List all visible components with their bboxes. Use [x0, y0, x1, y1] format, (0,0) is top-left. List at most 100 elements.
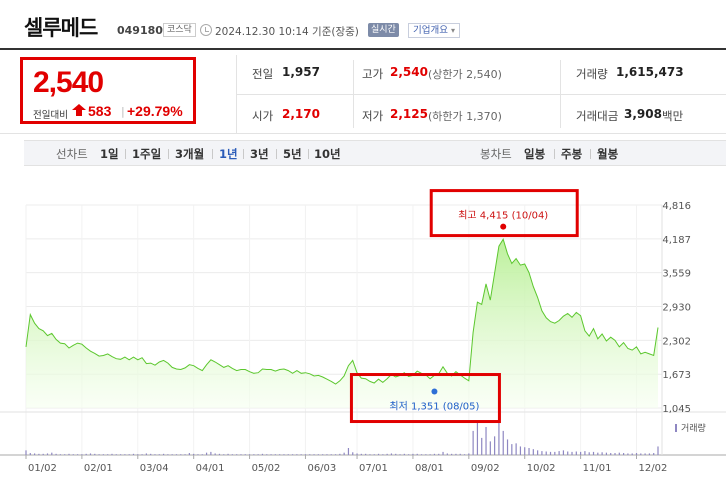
tab-period-10y[interactable]: 10년 — [314, 147, 341, 161]
x-tick-label: 01/02 — [28, 463, 57, 474]
volume-bar — [141, 454, 143, 455]
high-label: 고가 — [362, 67, 384, 81]
realtime-button[interactable]: 실시간 — [368, 23, 399, 37]
chevron-down-icon: ▾ — [451, 26, 456, 35]
quote-timestamp: 2024.12.30 10:14 기준(장중) — [215, 26, 359, 38]
volume-bar — [386, 453, 388, 455]
y-axis-labels: 4,816 4,187 3,559 2,930 2,302 1,673 1,045 — [662, 201, 691, 415]
volume-bar — [408, 454, 410, 455]
chart-annotations: 최고 4,415 (10/04) 최저 1,351 (08/05) — [349, 189, 579, 424]
volume-legend-label: 거래량 — [681, 422, 706, 434]
change-amount: 583 — [88, 103, 112, 119]
volume-bar — [261, 453, 264, 455]
price-area-fill — [26, 239, 658, 408]
volume-bar — [223, 454, 225, 455]
toolbar-divider — [554, 149, 555, 159]
volume-bar — [270, 454, 272, 455]
volume-bar — [33, 453, 36, 455]
tab-period-1w[interactable]: 1주일 — [132, 147, 162, 161]
up-arrow-icon — [72, 104, 86, 116]
volume-bar — [373, 454, 375, 455]
volume-bar — [300, 454, 302, 455]
volume-bar — [463, 454, 466, 455]
amount-value: 3,908 — [624, 107, 662, 121]
volume-bar — [287, 454, 289, 455]
amount-unit: 백만 — [662, 109, 684, 123]
volume-bar — [584, 451, 586, 455]
prev-close-value: 1,957 — [282, 65, 320, 79]
volume-bar — [438, 453, 440, 455]
volume-bar — [38, 453, 40, 455]
volume-bar — [81, 454, 83, 455]
tab-candle-daily[interactable]: 일봉 — [524, 147, 546, 161]
volume-bar — [575, 451, 577, 455]
volume-bar — [51, 452, 53, 455]
volume-bar — [291, 454, 294, 455]
volume-bar — [571, 451, 573, 455]
clock-icon — [200, 24, 212, 36]
x-tick-label: 10/02 — [527, 463, 556, 474]
upper-limit: (상한가 2,540) — [428, 68, 502, 81]
volume-bar — [365, 453, 367, 455]
x-tick-label: 09/02 — [471, 463, 500, 474]
toolbar-divider — [125, 149, 126, 159]
volume-bar — [377, 453, 380, 455]
volume-bar — [412, 453, 414, 455]
volume-bar — [279, 454, 281, 455]
x-tick-label: 08/01 — [415, 463, 444, 474]
y-tick-label: 2,930 — [662, 303, 691, 314]
volume-bar — [309, 454, 311, 455]
volume-bar — [145, 453, 147, 455]
x-tick-label: 11/01 — [583, 463, 612, 474]
x-tick-label: 12/02 — [639, 463, 668, 474]
company-overview-dropdown[interactable]: 기업개요 ▾ — [408, 23, 461, 38]
volume-bar — [532, 449, 534, 455]
volume-bar — [42, 453, 44, 455]
low-value: 2,125 — [390, 107, 428, 121]
volume-bar — [627, 453, 629, 455]
volume-bar — [283, 454, 285, 455]
toolbar-divider — [308, 149, 309, 159]
quote-divider — [236, 94, 726, 95]
volume-label: 거래량 — [576, 67, 608, 81]
volume-bar — [55, 453, 57, 455]
volume-bar — [119, 454, 122, 455]
volume-bar — [218, 453, 221, 455]
tab-period-5y[interactable]: 5년 — [283, 147, 302, 161]
high-highlight-box — [429, 189, 579, 238]
change-separator: | — [121, 105, 125, 118]
volume-bar — [339, 453, 341, 455]
tab-candle-weekly[interactable]: 주봉 — [561, 147, 583, 161]
market-badge: 코스닥 — [163, 23, 196, 37]
volume-bar — [210, 451, 212, 455]
volume-bar — [334, 454, 337, 455]
volume-bar — [657, 446, 659, 455]
volume-value: 1,615,473 — [616, 65, 684, 79]
toolbar-divider — [276, 149, 277, 159]
low-marker — [431, 388, 438, 395]
volume-bar — [485, 427, 487, 455]
volume-bar — [395, 453, 397, 455]
volume-bar — [85, 453, 87, 455]
volume-bar — [399, 454, 401, 455]
volume-bar — [468, 453, 470, 455]
stock-header: 셀루메드 049180 코스닥 2024.12.30 10:14 기준(장중) … — [0, 0, 726, 50]
volume-bar — [562, 450, 565, 455]
tab-candle-monthly[interactable]: 월봉 — [597, 147, 619, 161]
tab-period-1d[interactable]: 1일 — [100, 147, 119, 161]
volume-bar — [214, 453, 216, 455]
tab-period-3y[interactable]: 3년 — [250, 147, 269, 161]
volume-bar — [519, 446, 522, 455]
volume-bar — [304, 454, 307, 455]
company-overview-label: 기업개요 — [413, 25, 448, 36]
chart-toolbar: 선차트 1일 1주일 3개월 1년 3년 5년 10년 봉차트 일봉 주봉 월봉 — [24, 140, 726, 166]
tab-period-3m[interactable]: 3개월 — [175, 147, 205, 161]
x-tick-label: 05/02 — [252, 463, 281, 474]
tab-period-1y[interactable]: 1년 — [219, 147, 238, 161]
volume-bar — [59, 454, 61, 455]
volume-bar — [455, 453, 457, 455]
compare-label: 전일대비 — [33, 110, 68, 121]
volume-bar — [648, 453, 651, 455]
volume-bar — [347, 448, 350, 455]
